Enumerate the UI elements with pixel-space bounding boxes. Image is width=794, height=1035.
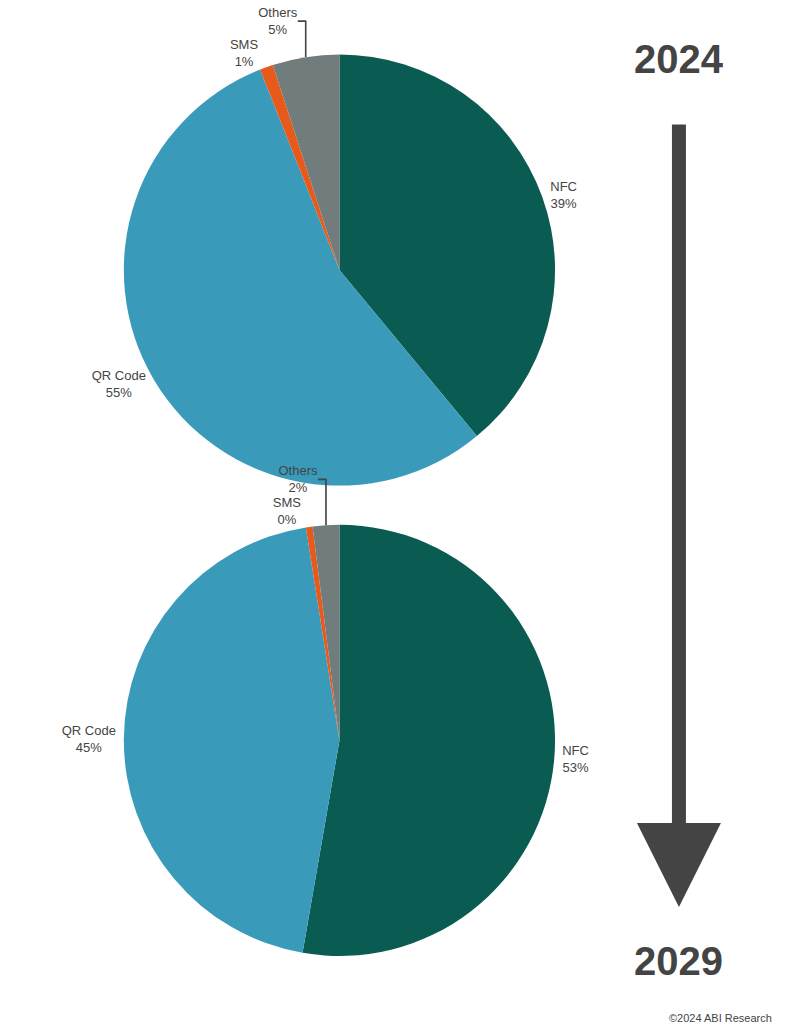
svg-text:2024: 2024: [634, 37, 724, 81]
svg-text:SMS1%: SMS1%: [230, 37, 259, 69]
svg-text:©2024 ABI Research: ©2024 ABI Research: [669, 1012, 772, 1024]
svg-text:Others5%: Others5%: [258, 5, 298, 37]
svg-text:QR Code45%: QR Code45%: [62, 723, 116, 755]
svg-text:Others2%: Others2%: [278, 463, 318, 495]
svg-text:NFC39%: NFC39%: [550, 179, 577, 211]
svg-text:NFC53%: NFC53%: [562, 743, 589, 775]
svg-text:SMS0%: SMS0%: [273, 495, 302, 527]
svg-text:2029: 2029: [634, 939, 723, 983]
svg-text:QR Code55%: QR Code55%: [92, 368, 146, 400]
